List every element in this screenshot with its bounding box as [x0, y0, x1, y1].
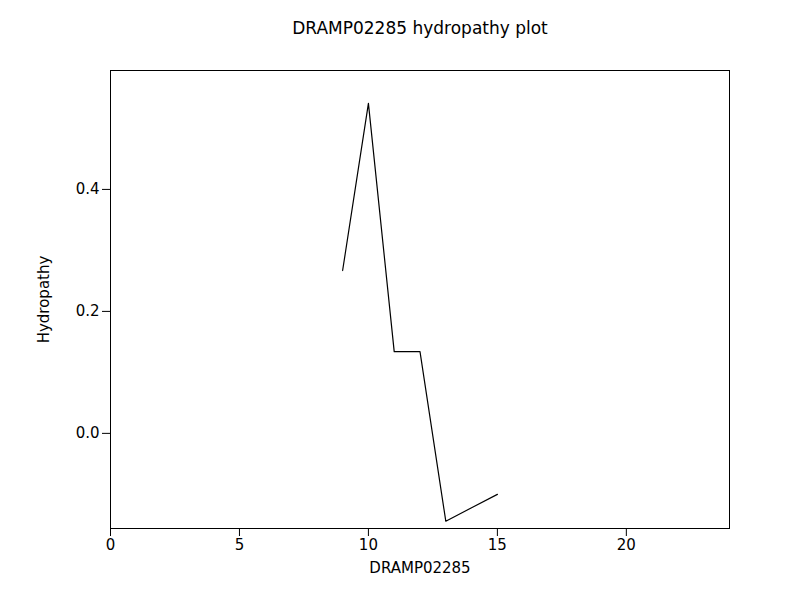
- svg-text:DRAMP02285: DRAMP02285: [369, 559, 470, 577]
- svg-text:0.2: 0.2: [76, 302, 100, 320]
- html-text:DRAMP02285 hydropathy plot: DRAMP02285 hydropathy plot: [292, 18, 548, 38]
- svg-text:10: 10: [359, 536, 378, 554]
- svg-text:0.4: 0.4: [76, 180, 100, 198]
- svg-text:Hydropathy: Hydropathy: [35, 256, 53, 344]
- svg-text:0.0: 0.0: [76, 424, 100, 442]
- svg-text:0: 0: [106, 536, 116, 554]
- svg-text:20: 20: [617, 536, 636, 554]
- svg-text:15: 15: [488, 536, 507, 554]
- svg-text:5: 5: [235, 536, 245, 554]
